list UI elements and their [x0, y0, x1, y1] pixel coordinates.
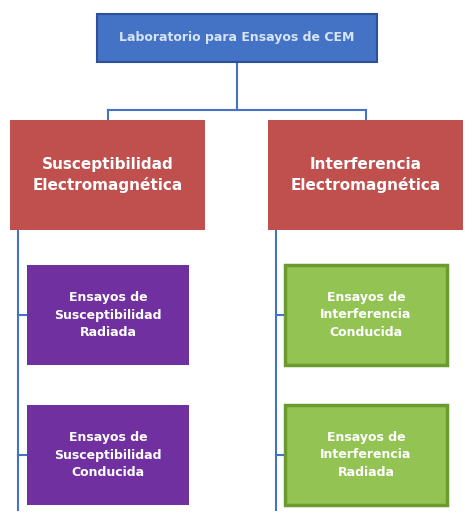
Text: Interferencia
Electromagnética: Interferencia Electromagnética — [291, 156, 441, 193]
Text: Laboratorio para Ensayos de CEM: Laboratorio para Ensayos de CEM — [119, 31, 355, 45]
Text: Ensayos de
Susceptibilidad
Radiada: Ensayos de Susceptibilidad Radiada — [54, 291, 162, 339]
Text: Ensayos de
Interferencia
Radiada: Ensayos de Interferencia Radiada — [320, 431, 412, 479]
FancyBboxPatch shape — [97, 14, 377, 62]
Text: Ensayos de
Susceptibilidad
Conducida: Ensayos de Susceptibilidad Conducida — [54, 431, 162, 479]
FancyBboxPatch shape — [268, 120, 464, 230]
FancyBboxPatch shape — [27, 405, 189, 505]
Text: Ensayos de
Interferencia
Conducida: Ensayos de Interferencia Conducida — [320, 291, 412, 339]
FancyBboxPatch shape — [27, 265, 189, 365]
Text: Susceptibilidad
Electromagnética: Susceptibilidad Electromagnética — [33, 156, 183, 193]
FancyBboxPatch shape — [285, 265, 447, 365]
FancyBboxPatch shape — [285, 405, 447, 505]
FancyBboxPatch shape — [10, 120, 206, 230]
